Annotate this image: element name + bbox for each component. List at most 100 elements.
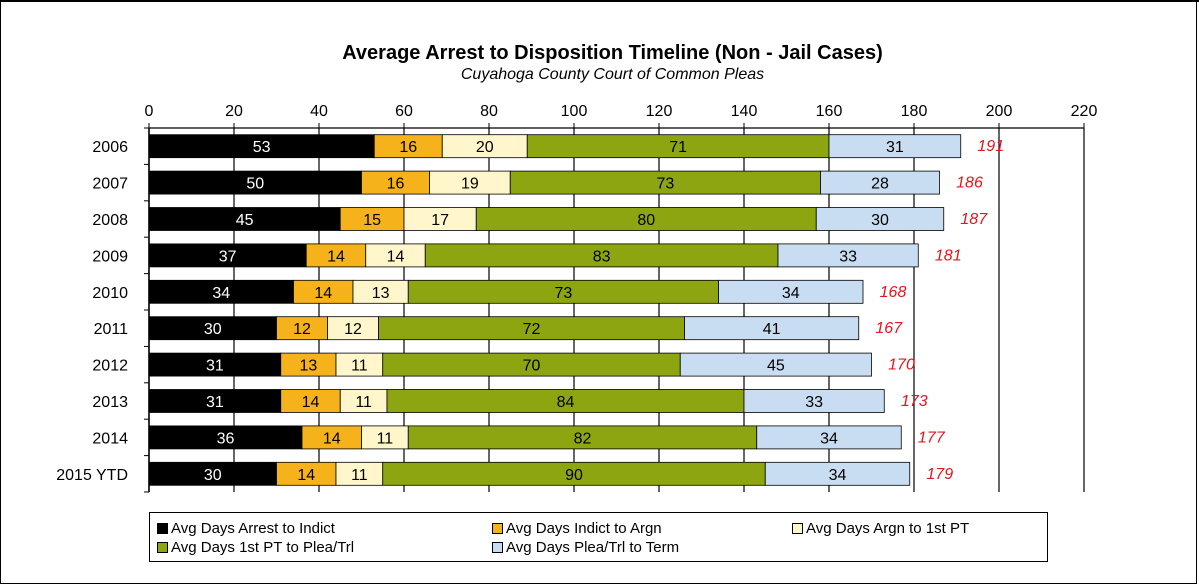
data-label: 37 bbox=[219, 248, 237, 265]
category-label: 2013 bbox=[92, 394, 128, 411]
total-label: 177 bbox=[918, 429, 946, 446]
bar-segment bbox=[679, 352, 872, 377]
x-tick-label: 0 bbox=[145, 103, 154, 120]
data-label: 45 bbox=[767, 358, 785, 375]
category-label: 2014 bbox=[92, 430, 128, 447]
data-label: 20 bbox=[476, 139, 494, 156]
bar-segment bbox=[777, 243, 919, 268]
data-label: 14 bbox=[387, 248, 405, 265]
legend-item-indict-to-argn: Avg Days Indict to Argn bbox=[492, 520, 662, 537]
x-tick-label: 180 bbox=[901, 103, 928, 120]
legend-item-1st-pt-to-plea: Avg Days 1st PT to Plea/Trl bbox=[157, 539, 354, 556]
bar-segment bbox=[684, 316, 860, 341]
legend-label: Avg Days Indict to Argn bbox=[506, 520, 662, 537]
data-label: 11 bbox=[355, 394, 372, 411]
data-label: 34 bbox=[829, 467, 847, 484]
data-label: 13 bbox=[299, 358, 317, 375]
legend-label: Avg Days Plea/Trl to Term bbox=[506, 539, 680, 556]
legend-swatch bbox=[792, 523, 803, 534]
data-label: 16 bbox=[399, 139, 417, 156]
category-label: 2006 bbox=[92, 139, 128, 156]
data-label: 13 bbox=[372, 285, 390, 302]
data-label: 17 bbox=[431, 212, 449, 229]
legend-swatch bbox=[157, 542, 168, 553]
x-tick-label: 120 bbox=[646, 103, 673, 120]
data-label: 84 bbox=[557, 394, 575, 411]
total-label: 170 bbox=[888, 357, 915, 374]
data-label: 15 bbox=[363, 212, 381, 229]
data-label: 11 bbox=[351, 358, 368, 375]
x-tick-label: 20 bbox=[225, 103, 243, 120]
x-tick-label: 140 bbox=[731, 103, 758, 120]
data-label: 73 bbox=[656, 176, 674, 193]
data-label: 19 bbox=[461, 176, 479, 193]
data-label: 34 bbox=[782, 285, 800, 302]
data-label: 36 bbox=[217, 430, 235, 447]
chart-legend: Avg Days Arrest to Indict Avg Days Indic… bbox=[149, 512, 1048, 562]
category-label: 2011 bbox=[94, 321, 129, 338]
x-tick-label: 60 bbox=[395, 103, 413, 120]
legend-swatch bbox=[492, 523, 503, 534]
data-label: 30 bbox=[204, 467, 222, 484]
data-label: 12 bbox=[344, 321, 362, 338]
category-label: 2009 bbox=[92, 248, 128, 265]
data-label: 53 bbox=[253, 139, 271, 156]
bar-segment bbox=[756, 425, 902, 450]
legend-label: Avg Days Argn to 1st PT bbox=[806, 520, 970, 537]
category-label: 2012 bbox=[92, 358, 128, 375]
data-label: 33 bbox=[805, 394, 823, 411]
data-label: 50 bbox=[246, 176, 264, 193]
data-label: 70 bbox=[523, 358, 541, 375]
legend-item-arrest-to-indict: Avg Days Arrest to Indict bbox=[157, 520, 335, 537]
data-label: 41 bbox=[763, 321, 781, 338]
data-label: 31 bbox=[206, 394, 224, 411]
data-label: 33 bbox=[839, 248, 857, 265]
data-label: 80 bbox=[637, 212, 655, 229]
data-label: 34 bbox=[212, 285, 230, 302]
data-label: 34 bbox=[820, 430, 838, 447]
chart-title: Average Arrest to Disposition Timeline (… bbox=[342, 42, 883, 64]
data-label: 11 bbox=[377, 430, 394, 447]
total-label: 187 bbox=[960, 211, 988, 228]
total-label: 191 bbox=[977, 138, 1004, 155]
x-tick-label: 160 bbox=[816, 103, 843, 120]
total-label: 167 bbox=[875, 320, 903, 337]
legend-item-argn-to-1st-pt: Avg Days Argn to 1st PT bbox=[792, 520, 969, 537]
total-label: 179 bbox=[926, 466, 953, 483]
data-label: 72 bbox=[523, 321, 541, 338]
legend-item-plea-to-term: Avg Days Plea/Trl to Term bbox=[492, 539, 679, 556]
legend-swatch bbox=[492, 542, 503, 553]
total-label: 181 bbox=[935, 247, 962, 264]
data-label: 45 bbox=[236, 212, 254, 229]
total-label: 186 bbox=[956, 175, 983, 192]
data-label: 16 bbox=[387, 176, 405, 193]
chart-subtitle: Cuyahoga County Court of Common Pleas bbox=[460, 66, 765, 83]
bar-segment bbox=[764, 461, 911, 486]
data-label: 30 bbox=[204, 321, 222, 338]
data-label: 14 bbox=[314, 285, 332, 302]
x-tick-label: 80 bbox=[480, 103, 498, 120]
x-tick-label: 100 bbox=[561, 103, 588, 120]
data-label: 14 bbox=[323, 430, 341, 447]
bar-segment bbox=[718, 279, 864, 304]
data-label: 83 bbox=[593, 248, 611, 265]
data-label: 14 bbox=[302, 394, 320, 411]
data-label: 11 bbox=[351, 467, 368, 484]
x-tick-label: 200 bbox=[986, 103, 1013, 120]
total-label: 173 bbox=[901, 393, 928, 410]
data-label: 82 bbox=[574, 430, 592, 447]
data-label: 14 bbox=[297, 467, 315, 484]
data-label: 90 bbox=[565, 467, 583, 484]
top-border bbox=[0, 0, 1199, 2]
bar-segment bbox=[815, 207, 945, 231]
total-label: 168 bbox=[880, 284, 907, 301]
data-label: 12 bbox=[293, 321, 311, 338]
x-tick-label: 40 bbox=[310, 103, 328, 120]
data-label: 71 bbox=[669, 139, 687, 156]
legend-label: Avg Days Arrest to Indict bbox=[171, 520, 335, 537]
data-label: 14 bbox=[327, 248, 345, 265]
data-label: 31 bbox=[886, 139, 904, 156]
category-label: 2010 bbox=[92, 285, 128, 302]
